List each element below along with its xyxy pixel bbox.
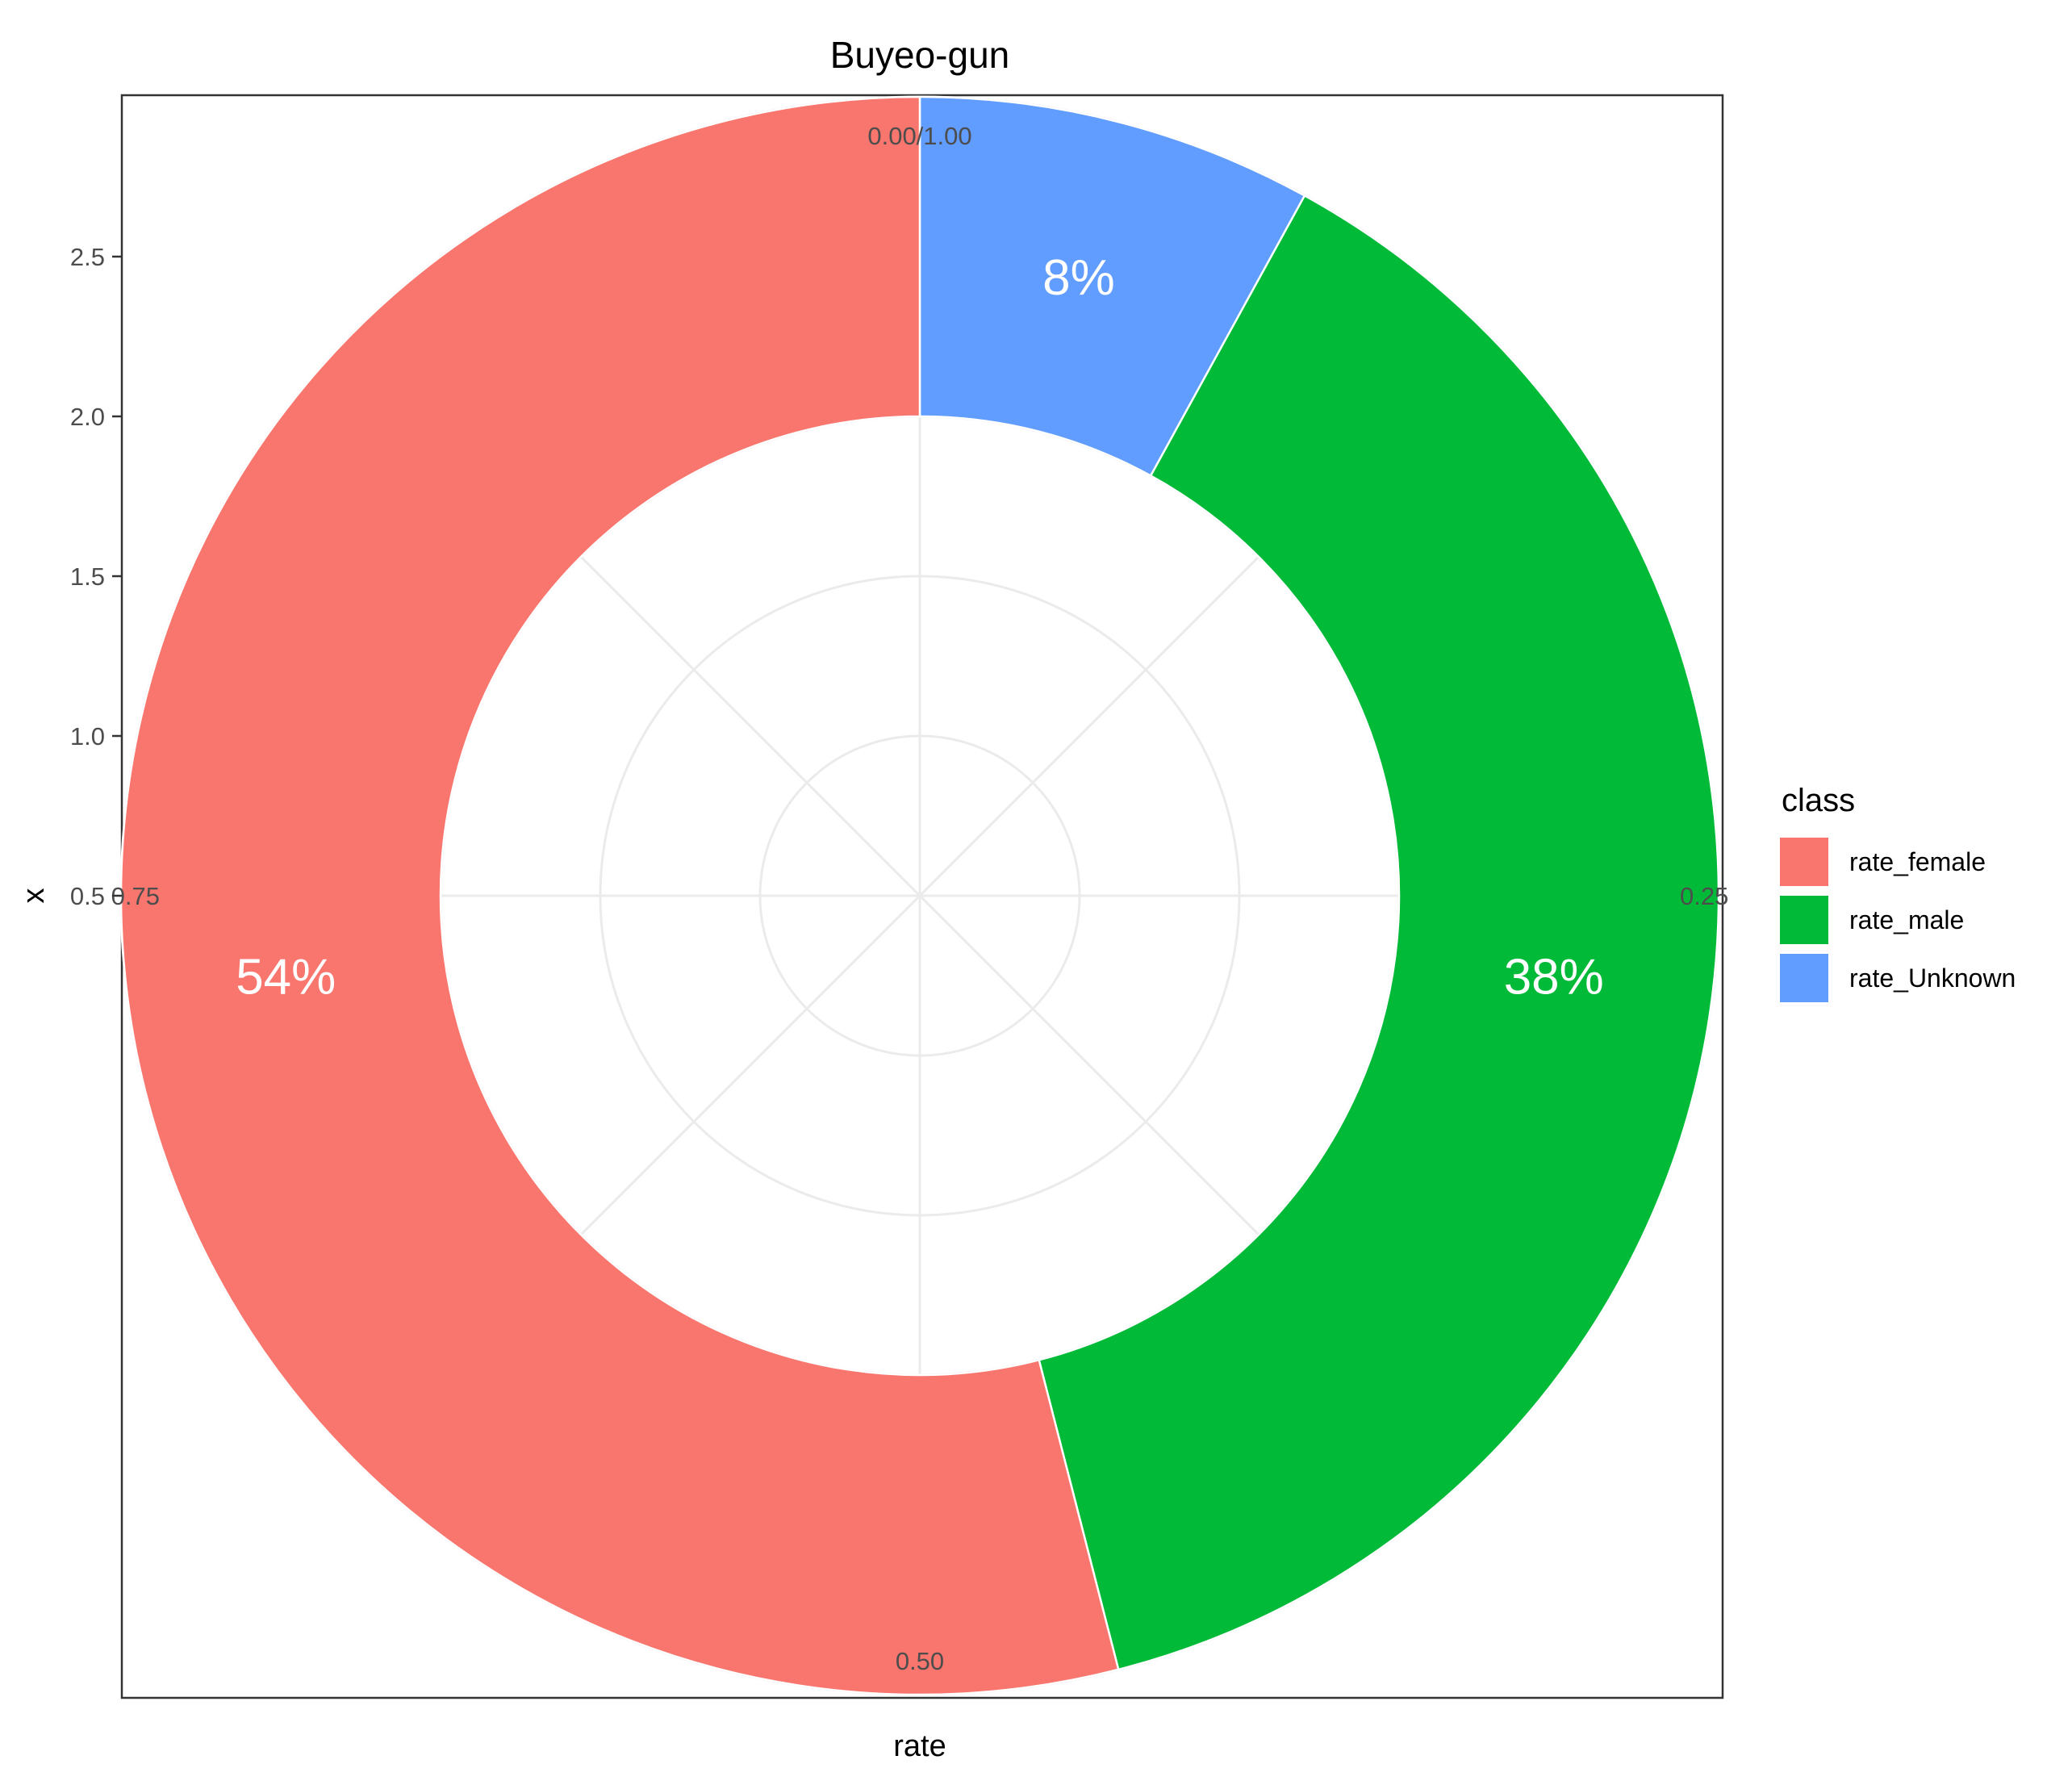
slice-rate_female [119,95,1120,1696]
slice-label-rate_male: 38% [1504,949,1604,1005]
angle-tick-label: 0.00/1.00 [867,122,971,150]
donut-slices [119,95,1720,1696]
x-axis-title: rate [893,1729,946,1763]
legend-key-rate_Unknown [1780,954,1828,1002]
y-tick-label: 2.0 [70,403,105,431]
legend-label-rate_male: rate_male [1849,905,1964,934]
legend-label-rate_female: rate_female [1849,847,1986,876]
legend-key-rate_male [1780,896,1828,944]
slice-label-rate_female: 54% [236,949,336,1005]
slice-label-rate_Unknown: 8% [1042,250,1115,306]
y-tick-label: 1.5 [70,562,105,591]
y-axis: 0.5 1.0 1.5 2.0 2.5 [70,243,122,910]
angle-tick-label: 0.50 [896,1647,944,1675]
y-tick-label: 0.5 [70,882,105,910]
legend: class rate_female rate_male rate_Unknown [1780,783,2016,1002]
y-tick-label: 2.5 [70,243,105,271]
chart-title: Buyeo-gun [830,34,1010,76]
angle-tick-label: 0.25 [1680,882,1728,910]
legend-key-rate_female [1780,838,1828,886]
slice-rate_male [1038,194,1720,1671]
y-tick-label: 1.0 [70,722,105,750]
y-axis-title: x [17,888,51,904]
legend-label-rate_Unknown: rate_Unknown [1849,964,2016,993]
legend-title: class [1782,783,1855,818]
slice-labels: 8% 38% 54% [236,250,1604,1005]
